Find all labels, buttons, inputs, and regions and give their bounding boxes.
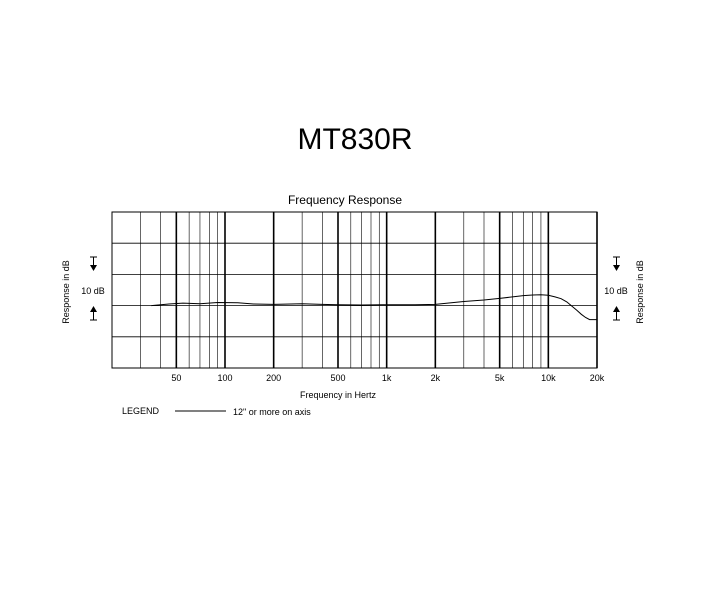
response-curve-line (151, 294, 597, 321)
x-tick-labels: 50 100 200 500 1k 2k 5k 10k 20k (171, 373, 604, 383)
y-axis-label-left: Response in dB (61, 260, 71, 324)
model-title: MT830R (297, 123, 413, 156)
chart-title: Frequency Response (288, 193, 402, 207)
x-tick-label: 100 (217, 373, 232, 383)
legend-title: LEGEND (122, 406, 160, 416)
scale-arrow-up-left-icon (90, 306, 97, 321)
x-tick-label: 500 (330, 373, 345, 383)
x-tick-label: 200 (266, 373, 281, 383)
x-tick-label: 10k (541, 373, 556, 383)
chart-grid (111, 211, 598, 369)
legend-entry-label: 12" or more on axis (233, 407, 311, 417)
scale-label-left: 10 dB (81, 286, 105, 296)
scale-label-right: 10 dB (604, 286, 628, 296)
scale-arrow-up-right-icon (613, 306, 620, 321)
x-axis-label: Frequency in Hertz (300, 390, 377, 400)
plot-frame (111, 211, 598, 369)
x-tick-label: 2k (431, 373, 441, 383)
x-tick-label: 20k (590, 373, 605, 383)
x-tick-label: 50 (171, 373, 181, 383)
scale-arrow-down-right-icon (613, 256, 620, 271)
y-axis-label-right: Response in dB (635, 260, 645, 324)
x-tick-label: 5k (495, 373, 505, 383)
x-tick-label: 1k (382, 373, 392, 383)
scale-arrow-down-left-icon (90, 256, 97, 271)
